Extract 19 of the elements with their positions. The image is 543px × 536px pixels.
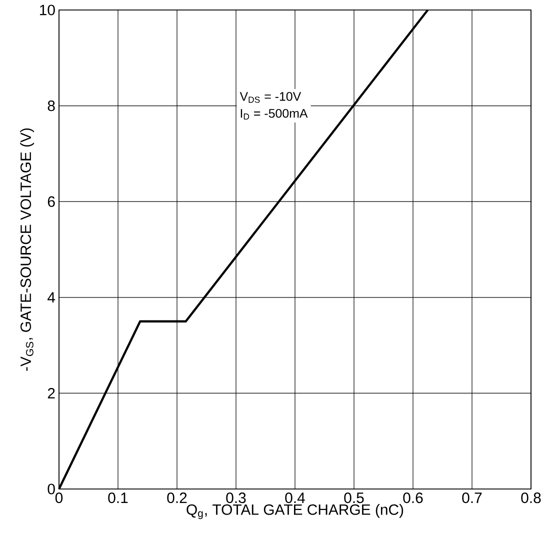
x-tick-label: 0.1 [108,492,128,504]
annotation: V$_{DS}$ = -10V [240,92,302,103]
annotation: I$_{D}$ = -500mA [240,108,308,120]
x-tick-label: 0.5 [344,492,364,504]
y-tick-label: 8 [48,100,55,112]
x-tick-label: 0.4 [285,492,305,504]
y-tick-label: 0 [48,484,55,494]
y-tick-label: 2 [48,388,55,398]
y-tick-label: 4 [48,292,56,303]
x-axis-title: Q$_{g}$, TOTAL GATE CHARGE (nC) [186,504,404,520]
x-tick-label: 0.6 [403,492,423,504]
x-tick-label: 0.2 [167,492,187,504]
x-tick-label: 0.7 [462,492,482,504]
y-tick-label: 10 [40,4,55,16]
x-tick-label: 0.3 [226,492,246,504]
y-tick-label: 6 [48,196,55,207]
x-tick-label: 0 [55,492,63,504]
x-tick-label: 0.8 [521,492,541,504]
y-axis-title: -V$_{GS}$, GATE-SOURCE VOLTAGE (V) [20,128,34,371]
